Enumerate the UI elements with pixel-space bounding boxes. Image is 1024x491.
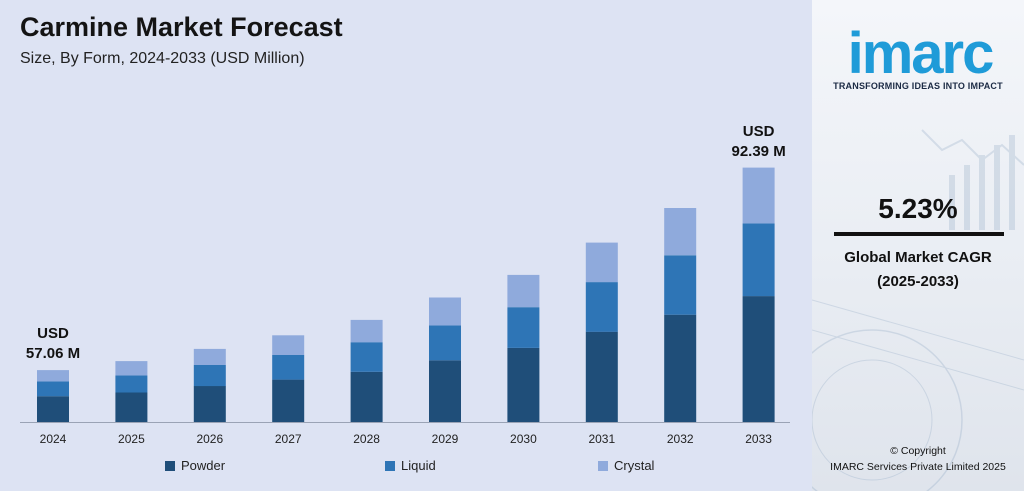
bar-powder-2032 (664, 314, 697, 422)
bar-crystal-2025 (115, 361, 148, 376)
legend-item-powder: Powder (165, 458, 225, 473)
cagr-label-line2: (2025-2033) (877, 273, 959, 290)
bar-chart: 2024 2025 2026 2027 2028 2029 2030 2031 2032 2033 (20, 167, 790, 446)
bar-crystal-2027 (272, 335, 305, 355)
x-tick-label: 2030 (510, 432, 537, 446)
value-annotation-line: USD (37, 325, 69, 343)
side-panel: imarc TRANSFORMING IDEAS INTO IMPACT 5.2… (812, 0, 1024, 491)
value-annotation-line: 92.39 M (731, 142, 786, 160)
bar-liquid-2024 (37, 381, 69, 397)
bar-crystal-2028 (350, 319, 383, 343)
bar-powder-2025 (115, 392, 148, 422)
x-tick-label: 2026 (196, 432, 223, 446)
brand-tagline: TRANSFORMING IDEAS INTO IMPACT (833, 81, 1003, 91)
bar-crystal-2033 (742, 167, 775, 224)
bar-liquid-2032 (664, 255, 697, 315)
value-annotation-line: USD (742, 122, 775, 140)
legend-label: Powder (181, 458, 226, 473)
legend-item-crystal: Crystal (598, 458, 654, 473)
bar-liquid-2030 (507, 307, 540, 348)
bar-crystal-2031 (585, 242, 618, 283)
bar-crystal-2029 (429, 297, 461, 326)
cagr-label: Global Market CAGR (2025-2033) (812, 246, 1024, 294)
imarc-logo: imarc (847, 21, 995, 86)
value-annotation-line: 57.06 M (25, 345, 81, 363)
legend-label: Liquid (401, 458, 436, 473)
x-tick-label: 2028 (353, 432, 380, 446)
bar-liquid-2026 (193, 365, 226, 387)
chart-panel: Carmine Market Forecast Size, By Form, 2… (0, 0, 812, 491)
bar-powder-2028 (350, 371, 383, 422)
chart-legend: Powder Liquid Crystal (0, 458, 812, 474)
legend-swatch (598, 460, 608, 471)
x-tick-label: 2027 (275, 432, 302, 446)
legend-item-liquid: Liquid (385, 458, 436, 473)
cagr-divider (834, 232, 1004, 236)
cagr-value: 5.23% (878, 193, 958, 224)
x-tick-label: 2033 (745, 432, 772, 446)
bar-liquid-2027 (272, 355, 305, 380)
bar-liquid-2028 (350, 342, 383, 372)
value-annotation-2033: USD 92.39 M (714, 122, 804, 162)
value-annotation-2024: USD 57.06 M (8, 324, 98, 364)
x-tick-label: 2032 (667, 432, 694, 446)
x-tick-label: 2025 (118, 432, 145, 446)
bar-crystal-2030 (507, 274, 540, 308)
legend-swatch (165, 460, 175, 471)
x-tick-label: 2031 (588, 432, 615, 446)
bar-liquid-2033 (742, 223, 775, 297)
bar-powder-2030 (507, 347, 540, 422)
bar-crystal-2026 (193, 348, 226, 365)
bar-powder-2026 (193, 386, 226, 422)
legend-label: Crystal (614, 458, 655, 473)
bar-crystal-2024 (37, 370, 69, 382)
copyright-line1: © Copyright (890, 445, 946, 457)
bar-powder-2027 (272, 379, 305, 422)
x-tick-label: 2024 (40, 432, 67, 446)
chart-title: Carmine Market Forecast (20, 12, 343, 42)
bar-liquid-2031 (585, 282, 618, 332)
copyright-line2: IMARC Services Private Limited 2025 (830, 461, 1006, 473)
copyright-notice: © Copyright IMARC Services Private Limit… (812, 443, 1024, 475)
bar-powder-2033 (742, 296, 775, 422)
bar-powder-2024 (37, 396, 69, 422)
bar-crystal-2032 (664, 208, 697, 256)
x-tick-label: 2029 (432, 432, 459, 446)
chart-subtitle: Size, By Form, 2024-2033 (USD Million) (20, 50, 305, 67)
bar-powder-2029 (429, 360, 461, 422)
bar-liquid-2025 (115, 375, 148, 393)
bar-liquid-2029 (429, 325, 461, 361)
bar-powder-2031 (585, 331, 618, 422)
background-graph-decoration (812, 129, 1024, 491)
cagr-label-line1: Global Market CAGR (844, 249, 992, 266)
legend-swatch (385, 460, 395, 471)
